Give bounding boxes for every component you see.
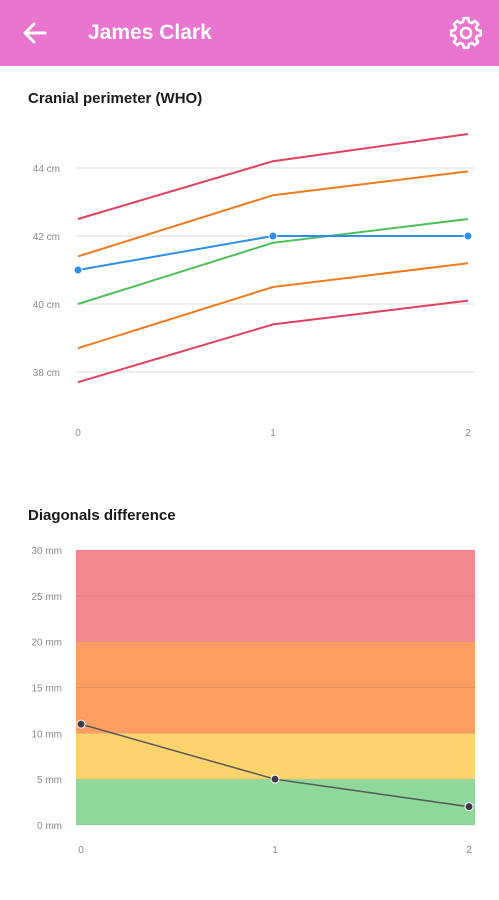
- y-tick-label: 20 mm: [31, 638, 62, 649]
- patient-name-title: James Clark: [88, 21, 212, 44]
- y-tick-label: 0 mm: [37, 821, 62, 832]
- x-tick-label: 1: [272, 845, 278, 856]
- y-tick-label: 25 mm: [31, 592, 62, 603]
- data-point: [76, 719, 86, 729]
- risk-band: [76, 550, 475, 642]
- y-tick-label: 38 cm: [33, 368, 60, 379]
- y-tick-label: 10 mm: [31, 729, 62, 740]
- y-tick-label: 15 mm: [31, 684, 62, 695]
- y-tick-label: 40 cm: [33, 300, 60, 311]
- data-point: [73, 265, 83, 275]
- gear-icon[interactable]: [448, 15, 484, 51]
- x-tick-label: 2: [465, 428, 471, 439]
- x-tick-label: 2: [466, 845, 472, 856]
- series-line: [77, 218, 469, 305]
- data-point: [463, 231, 473, 241]
- series-line: [77, 170, 469, 258]
- risk-band: [76, 641, 475, 734]
- cranial-perimeter-chart: 38 cm 40 cm 42 cm 44 cm 0 1 2: [33, 133, 474, 439]
- x-tick-label: 1: [270, 428, 276, 439]
- y-tick-label: 42 cm: [33, 232, 60, 243]
- series-line: [77, 299, 469, 384]
- app-bar: James Clark: [0, 0, 499, 66]
- cranial-chart-title: Cranial perimeter (WHO): [28, 90, 203, 107]
- diagonals-chart-title: Diagonals difference: [28, 507, 176, 524]
- y-tick-label: 30 mm: [31, 546, 62, 557]
- y-tick-label: 44 cm: [33, 164, 60, 175]
- data-point: [268, 231, 278, 241]
- risk-band: [76, 779, 475, 825]
- series-line: [77, 262, 469, 350]
- series-line: [77, 133, 469, 220]
- data-point: [270, 774, 280, 784]
- x-tick-label: 0: [78, 845, 84, 856]
- x-tick-label: 0: [75, 428, 81, 439]
- data-point: [464, 802, 474, 812]
- y-tick-label: 5 mm: [37, 775, 62, 786]
- arrow-left-icon[interactable]: [18, 17, 52, 49]
